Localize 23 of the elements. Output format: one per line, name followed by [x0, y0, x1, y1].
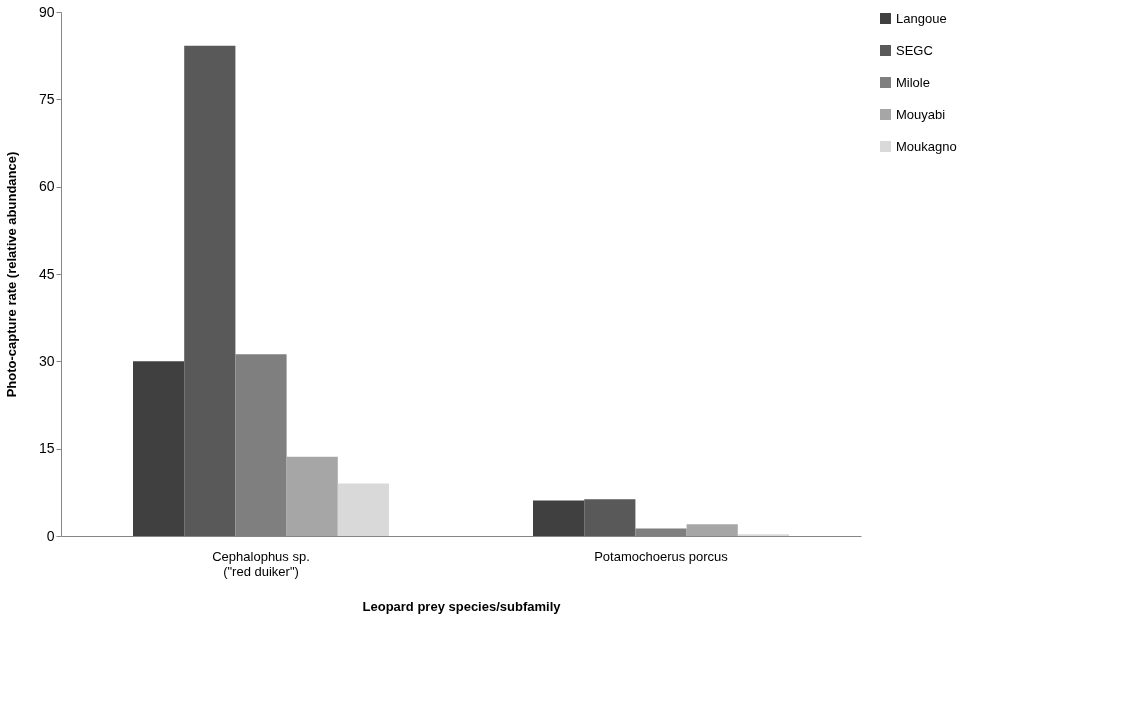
y-tick-label: 75	[38, 90, 55, 107]
y-tick-label: 30	[38, 352, 55, 369]
x-tick-label: Cephalophus sp. ("red duiker")	[212, 548, 310, 579]
legend-label: Mouyabi	[896, 106, 946, 122]
x-axis-title: Leopard prey species/subfamily	[362, 598, 562, 614]
bar	[584, 499, 636, 536]
legend-label: SEGC	[896, 42, 933, 58]
bar	[686, 524, 738, 536]
y-tick-label: 45	[38, 265, 55, 282]
y-axis-title: Photo-capture rate (relative abundance)	[3, 151, 19, 398]
x-tick-label: Potamochoerus porcus	[594, 548, 729, 564]
bar	[337, 483, 389, 536]
bar	[286, 456, 338, 536]
y-tick-label: 90	[38, 3, 55, 20]
bar	[184, 45, 236, 536]
y-tick-label: 0	[46, 527, 55, 544]
bar	[533, 500, 585, 536]
bar	[133, 361, 185, 536]
legend-label: Moukagno	[896, 138, 957, 154]
legend-label: Milole	[896, 74, 930, 90]
y-tick-label: 15	[38, 440, 55, 457]
legend-label: Langoue	[896, 10, 947, 26]
y-tick-label: 60	[38, 178, 55, 195]
